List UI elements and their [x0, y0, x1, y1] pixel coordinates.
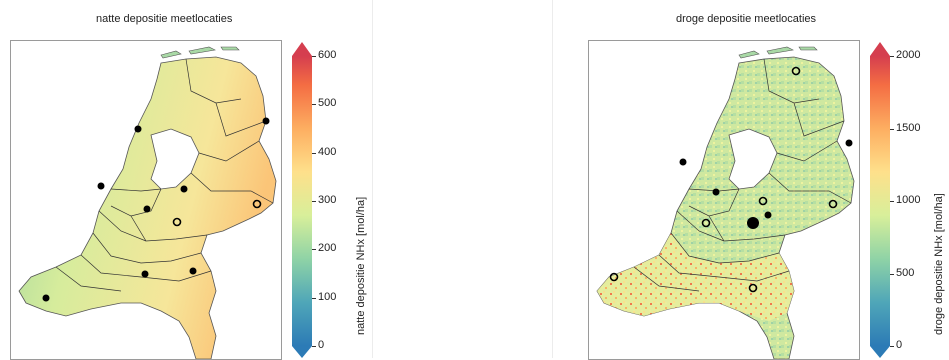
colorbar-tick-mark	[312, 56, 316, 57]
colorbar	[870, 42, 890, 358]
station-marker	[97, 182, 105, 190]
colorbar-tick-label: 400	[318, 145, 337, 158]
colorbar-tick-label: 0	[318, 339, 325, 351]
panel-divider	[552, 0, 553, 358]
panel-divider	[372, 0, 373, 358]
wet-deposition-panel: natte depositie meetlocaties	[0, 0, 370, 360]
station-marker	[748, 283, 758, 293]
colorbar-tick-label: 500	[896, 266, 915, 279]
colorbar-tick-mark	[890, 56, 894, 57]
station-marker	[679, 158, 687, 166]
station-marker	[712, 188, 720, 196]
station-marker	[609, 272, 619, 282]
colorbar-tick-label: 0	[896, 339, 903, 351]
panel-title: droge depositie meetlocaties	[676, 13, 817, 25]
colorbar-tick-mark	[312, 104, 316, 106]
station-marker	[758, 196, 768, 206]
colorbar-tick-mark	[312, 201, 316, 202]
dry-deposition-panel: droge depositie meetlocaties	[578, 0, 949, 360]
colorbar-tick-mark	[312, 346, 316, 347]
station-marker	[141, 270, 149, 278]
station-marker	[791, 66, 801, 76]
netherlands-map	[18, 46, 277, 359]
station-marker	[42, 294, 50, 302]
colorbar-tick-mark	[890, 128, 894, 130]
colorbar-tick-label: 1500	[896, 121, 921, 134]
station-marker	[845, 139, 853, 147]
station-marker	[764, 211, 772, 219]
station-markers	[42, 117, 270, 302]
colorbar-tick-label: 500	[318, 97, 337, 110]
colorbar-tick-label: 2000	[896, 49, 921, 61]
colorbar-tick-label: 600	[318, 49, 337, 61]
station-marker	[747, 217, 759, 229]
colorbar-tick-mark	[890, 346, 894, 347]
netherlands-map	[596, 46, 855, 359]
colorbar-tick-label: 300	[318, 194, 337, 206]
colorbar-tick-label: 1000	[896, 194, 921, 206]
map-frame	[10, 40, 282, 360]
panel-title: natte depositie meetlocaties	[96, 13, 233, 25]
colorbar-label: natte depositie NHx [mol/ha]	[355, 196, 367, 335]
colorbar-tick-mark	[890, 273, 894, 275]
station-marker	[180, 185, 188, 193]
station-marker	[828, 199, 838, 209]
ijsselmeer	[150, 128, 200, 190]
ijsselmeer	[728, 128, 778, 190]
colorbar-label: droge depositie NHx [mol/ha]	[933, 193, 945, 335]
province-borders	[55, 58, 274, 292]
station-marker	[252, 199, 262, 209]
colorbar-tick-mark	[890, 201, 894, 202]
colorbar-tick-label: 200	[318, 242, 337, 255]
wadden-islands	[160, 46, 240, 59]
colorbar-tick-mark	[312, 249, 316, 251]
colorbar-tick-mark	[312, 297, 316, 299]
station-marker	[701, 218, 711, 228]
station-marker	[134, 125, 142, 133]
colorbar-tick-label: 100	[318, 290, 337, 303]
colorbar-tick-mark	[312, 152, 316, 154]
station-marker	[172, 217, 182, 227]
station-marker	[143, 205, 151, 213]
province-borders	[633, 58, 852, 292]
map-frame	[588, 40, 860, 360]
station-markers	[609, 66, 853, 293]
colorbar	[292, 42, 312, 358]
wadden-islands	[738, 46, 818, 59]
station-marker	[262, 117, 270, 125]
station-marker	[189, 267, 197, 275]
